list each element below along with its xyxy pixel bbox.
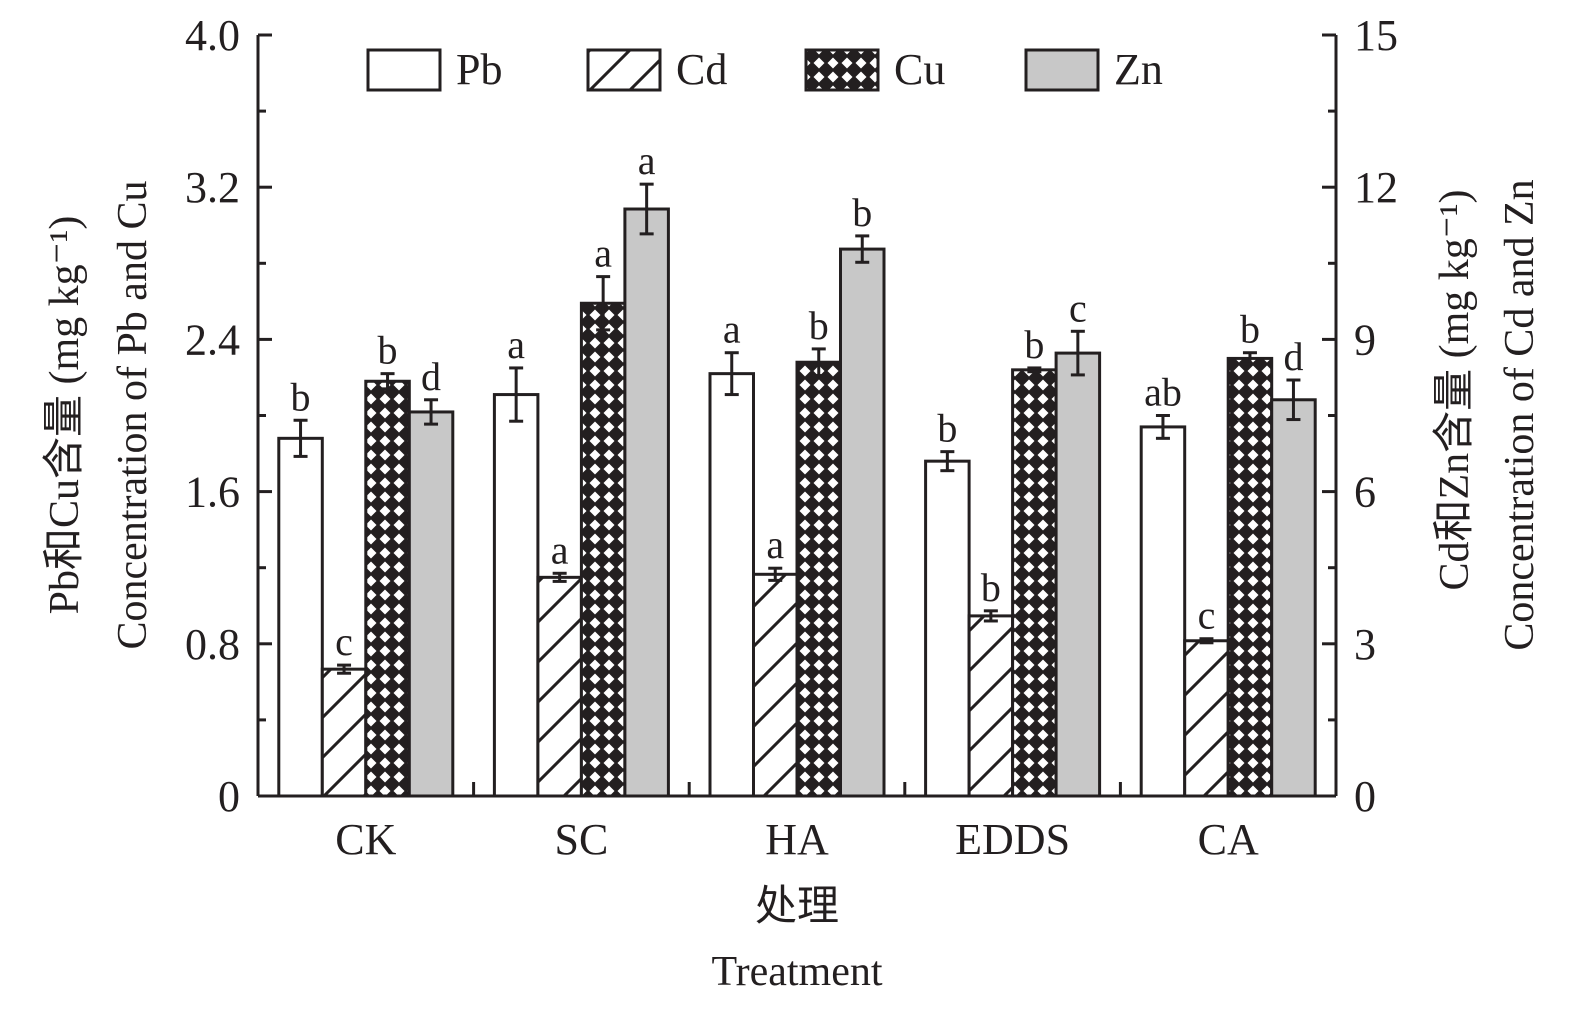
y-left-tick-label: 3.2 (185, 163, 240, 212)
significance-label: b (378, 328, 398, 373)
axes: 0 0.8 1.6 2.4 3.2 4.0 0 3 6 9 12 15 CK SC HA EDDS CA (185, 11, 1398, 864)
significance-label: b (291, 374, 311, 419)
significance-label: b (937, 406, 957, 451)
legend-label: Cu (894, 45, 945, 94)
legend-label: Cd (676, 45, 727, 94)
bar-zn (839, 247, 886, 798)
legend-item-cu: Cu (804, 45, 945, 94)
bar-group-ca: ab c bd (1139, 307, 1317, 798)
significance-label: c (335, 619, 353, 664)
y-right-tick-label: 12 (1354, 163, 1398, 212)
significance-label: b (1240, 307, 1260, 352)
legend-swatch (586, 48, 662, 92)
y-left-tick-label: 0 (218, 772, 240, 821)
bar-cd (752, 572, 799, 798)
x-tick-label: SC (554, 815, 608, 864)
significance-label: b (1024, 322, 1044, 367)
bar-group-sc: a a a a (492, 138, 670, 798)
significance-label: a (594, 231, 612, 276)
y-right-tick-label: 9 (1354, 315, 1376, 364)
significance-label: a (551, 527, 569, 572)
y-left-tick-label: 1.6 (185, 468, 240, 517)
significance-label: c (1198, 593, 1216, 638)
y-right-tick-label: 15 (1354, 11, 1398, 60)
bar-group-ha: a a b b (708, 190, 886, 798)
significance-label: b (809, 303, 829, 348)
significance-label: d (1283, 334, 1303, 379)
legend-swatch (366, 48, 442, 92)
bar-cu (1226, 356, 1274, 798)
y-left-tick-label: 2.4 (185, 315, 240, 364)
y-left-tick-label: 4.0 (185, 11, 240, 60)
bar-pb (708, 372, 755, 798)
x-tick-label: CA (1198, 815, 1259, 864)
legend-swatch (1024, 48, 1100, 92)
bar-cu (795, 360, 842, 798)
bar-zn (1270, 398, 1317, 798)
bar-pb (277, 436, 324, 798)
bar-cd (1183, 639, 1230, 798)
x-axis-title: Treatment (711, 949, 882, 995)
bar-zn (1054, 351, 1102, 798)
y-left-tick-label: 0.8 (185, 620, 240, 669)
significance-label: d (421, 354, 441, 399)
legend: Pb Cd Cu Zn (366, 45, 1163, 94)
x-tick-label: EDDS (955, 815, 1070, 864)
y-right-tick-label: 0 (1354, 772, 1376, 821)
legend-label: Pb (456, 45, 502, 94)
significance-label: b (852, 190, 872, 235)
legend-item-cd: Cd (586, 45, 727, 94)
y-right-tick-label: 3 (1354, 620, 1376, 669)
bar-cd (536, 575, 583, 798)
significance-label: ab (1144, 370, 1182, 415)
significance-label: b (981, 565, 1001, 610)
legend-swatch (804, 48, 880, 92)
bar-pb (924, 459, 971, 798)
legend-label: Zn (1114, 45, 1163, 94)
x-axis-title-cn: 处理 (755, 884, 839, 930)
bar-cu (364, 379, 411, 798)
bar-cd (320, 667, 368, 798)
bar-zn (407, 410, 455, 798)
bar-cd (967, 614, 1015, 798)
bar-cu (1011, 368, 1058, 798)
bar-pb (1139, 425, 1187, 798)
y-left-axis-title: Concentration of Pb and Cu (110, 181, 156, 650)
legend-item-pb: Pb (366, 45, 502, 94)
significance-label: a (507, 322, 525, 367)
y-left-axis-title-cn: Pb和Cu含量 (mg kg⁻¹) (42, 216, 88, 615)
x-tick-label: HA (765, 815, 829, 864)
significance-label: c (1069, 285, 1087, 330)
y-right-axis-title: Concentration of Cd and Zn (1497, 179, 1543, 650)
significance-label: a (766, 522, 784, 567)
y-right-axis-title-cn: Cd和Zn含量 (mg kg⁻¹) (1432, 189, 1478, 590)
bar-cu (579, 301, 627, 798)
significance-label: a (638, 138, 656, 183)
y-right-tick-label: 6 (1354, 468, 1376, 517)
significance-label: a (723, 307, 741, 352)
bar-pb (492, 393, 540, 798)
x-tick-label: CK (335, 815, 396, 864)
bar-zn (623, 207, 670, 798)
legend-item-zn: Zn (1024, 45, 1163, 94)
